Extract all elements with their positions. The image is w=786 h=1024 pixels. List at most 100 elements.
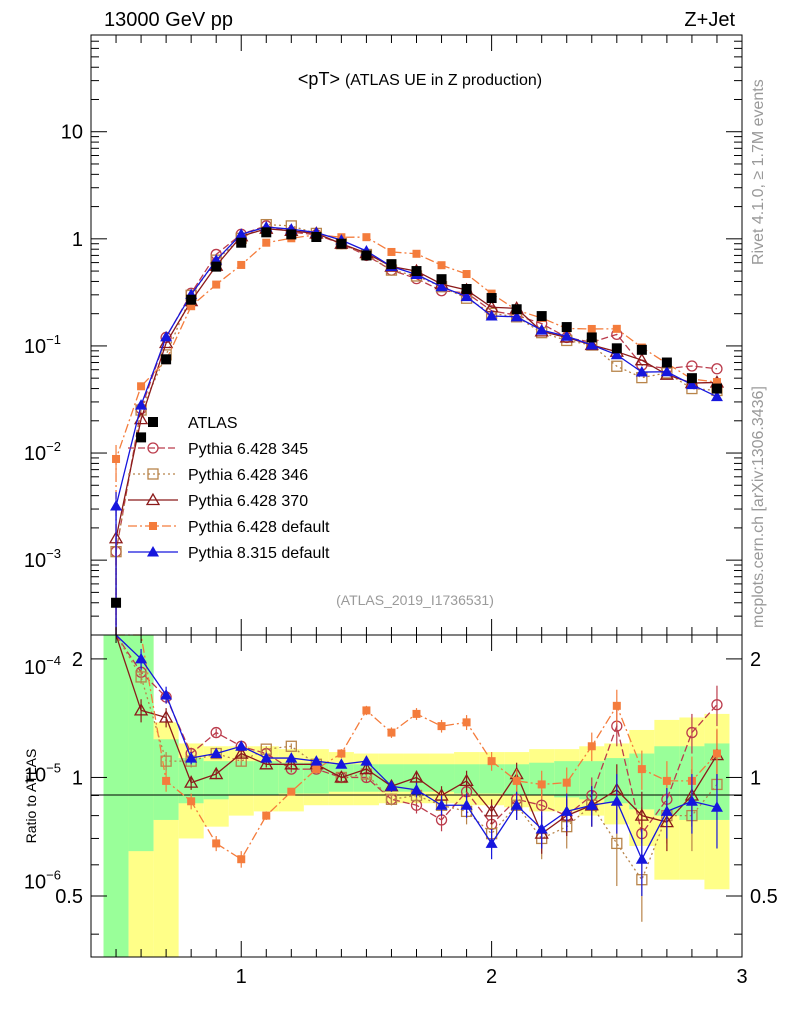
mcplots-label: mcplots.cern.ch [arXiv:1306.3436]: [750, 386, 767, 628]
ratio-point: [158, 710, 174, 723]
ratio-point: [537, 780, 546, 789]
ratio-point: [234, 746, 249, 759]
main-point: [237, 260, 246, 269]
atlas-data-point: [461, 284, 472, 295]
ratio-tick-label-right: 2: [750, 649, 761, 671]
y-tick-label: 10−2: [24, 439, 61, 465]
ratio-point: [560, 805, 573, 816]
x-tick-label: 2: [486, 966, 497, 988]
ratio-point: [212, 839, 221, 848]
ratio-point: [162, 776, 171, 785]
y-tick-label: 10: [61, 122, 83, 144]
ratio-point: [460, 799, 473, 810]
y-tick-label: 10−3: [24, 546, 61, 572]
main-point: [634, 352, 649, 366]
analysis-ref: (ATLAS_2019_I1736531): [336, 592, 494, 608]
ratio-point: [385, 793, 398, 805]
main-point: [437, 261, 446, 270]
atlas-data-point: [711, 383, 722, 394]
ratio-point: [410, 783, 423, 795]
ratio-point: [510, 799, 523, 810]
ratio-tick-label-left: 2: [72, 649, 83, 671]
legend-label: Pythia 6.428 346: [188, 467, 308, 484]
legend-entry: Pythia 8.315 default: [128, 545, 330, 562]
ratio-point: [210, 747, 223, 759]
atlas-data-point: [261, 227, 272, 238]
atlas-data-point: [561, 322, 572, 333]
main-point: [587, 324, 596, 333]
legend-marker: [147, 468, 159, 480]
atlas-data-point: [636, 344, 647, 355]
main-point: [262, 238, 271, 247]
ratio-point: [185, 752, 198, 763]
legend-entry: Pythia 6.428 default: [128, 519, 330, 536]
inner-band-bin: [228, 761, 254, 796]
atlas-data-point: [311, 232, 322, 243]
ratio-tick-label-right: 0.5: [750, 886, 778, 908]
legend-label: Pythia 6.428 370: [188, 493, 308, 510]
ratio-point: [409, 770, 424, 783]
ratio-point: [184, 775, 199, 788]
ratio-point: [312, 765, 321, 774]
ratio-point: [237, 855, 246, 864]
main-point: [160, 330, 173, 342]
plot-subtitle: (ATLAS UE in Z production): [345, 72, 542, 89]
ratio-point: [334, 770, 349, 783]
main-series-line: [115, 223, 718, 635]
main-point: [611, 360, 623, 372]
ratio-point: [160, 755, 172, 767]
x-tick-label: 3: [736, 966, 747, 988]
legend-marker: [148, 417, 158, 427]
main-point: [686, 360, 698, 372]
legend-entry: ATLAS: [148, 415, 238, 432]
atlas-data-point: [211, 261, 222, 272]
ratio-point: [209, 766, 224, 780]
ratio-point: [287, 787, 296, 796]
atlas-data-point: [336, 238, 347, 249]
ratio-point: [660, 805, 673, 816]
ratio-point: [337, 749, 346, 758]
ratio-point: [459, 773, 474, 787]
ratio-point: [385, 780, 398, 791]
main-point: [212, 280, 221, 289]
main-point: [660, 365, 673, 377]
atlas-data-point: [236, 237, 247, 248]
ratio-point: [435, 799, 448, 810]
ratio-series: [115, 634, 725, 922]
legend-entry: Pythia 6.428 346: [128, 467, 308, 484]
y-tick-label: 10−6: [24, 867, 61, 893]
ratio-point: [285, 740, 297, 752]
ratio-point: [462, 718, 471, 727]
ratio-point: [133, 703, 149, 716]
ratio-point: [135, 671, 147, 683]
main-point: [711, 363, 723, 375]
ratio-point: [487, 757, 496, 766]
atlas-data-point: [286, 229, 297, 240]
legend: ATLAS Pythia 6.428 345 Pythia 6.428 346 Pyt…: [128, 415, 330, 562]
main-point: [585, 339, 598, 350]
ratio-point: [335, 758, 348, 769]
legend-entry: Pythia 6.428 345: [128, 441, 308, 458]
ratio-point: [562, 778, 571, 787]
atlas-data-point: [536, 311, 547, 322]
ratio-point: [585, 799, 598, 810]
ratio-ylabel: Ratio to ATLAS: [23, 749, 39, 844]
main-point: [610, 348, 623, 360]
ratio-point: [285, 752, 298, 763]
ratio-tick-label-left: 0.5: [55, 886, 83, 908]
axes: 1 2 3 10−6 10−5 10−4 10−3 10−2 10−1 1 10 0.5 0.5 1 1 2 2: [24, 34, 778, 988]
ratio-point: [535, 822, 548, 834]
legend-entry: Pythia 6.428 370: [128, 492, 308, 510]
atlas-data-point: [136, 432, 147, 443]
ratio-point: [637, 765, 646, 774]
ratio-point: [362, 706, 371, 715]
main-point: [110, 500, 123, 511]
ratio-point: [412, 709, 421, 718]
y-tick-label: 10−5: [24, 760, 61, 786]
main-series-line: [115, 234, 718, 635]
ratio-point: [259, 756, 274, 770]
ratio-point: [610, 795, 623, 806]
ratio-point: [512, 776, 521, 785]
x-tick-label: 1: [236, 966, 247, 988]
atlas-data-point: [686, 373, 697, 384]
